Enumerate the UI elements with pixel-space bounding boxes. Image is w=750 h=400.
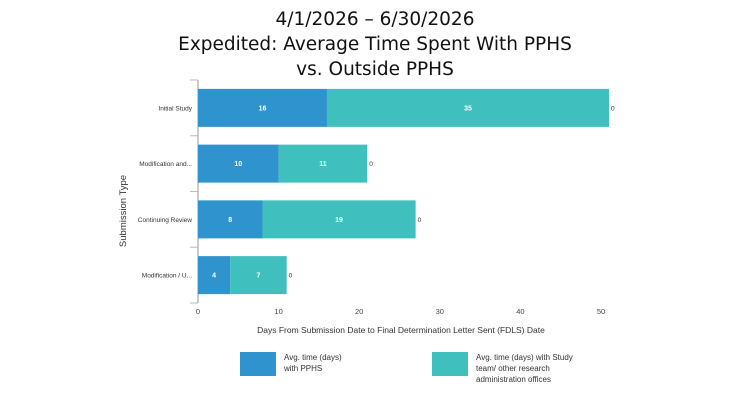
x-tick-label: 50 (597, 307, 605, 316)
legend-label-pphs: Avg. time (days) with PPHS (284, 352, 342, 374)
category-label: Continuing Review (138, 217, 193, 224)
x-tick-label: 40 (516, 307, 524, 316)
bar-segment (198, 144, 279, 183)
x-tick-label: 10 (274, 307, 282, 316)
x-tick-label: 30 (436, 307, 444, 316)
bar-end-label: 0 (611, 105, 615, 112)
bar-end-label: 0 (369, 161, 373, 168)
category-label: Modification and... (139, 161, 192, 168)
legend-label-pphs-line-1: Avg. time (days) (284, 353, 342, 362)
legend-swatch-pphs (240, 352, 276, 376)
x-tick-label: 0 (196, 307, 200, 316)
bar-value-label: 11 (319, 161, 327, 168)
bar-value-label: 19 (335, 217, 343, 224)
bar-value-label: 7 (256, 273, 260, 280)
bar-value-label: 10 (234, 161, 242, 168)
legend-label-pphs-line-2: with PPHS (284, 364, 323, 373)
chart-title-line-3: vs. Outside PPHS (296, 59, 454, 80)
legend-swatch-outside (432, 352, 468, 376)
bar-value-label: 35 (464, 105, 472, 112)
bar-segment (198, 256, 231, 295)
bar-value-label: 16 (259, 105, 267, 112)
legend-item-outside: Avg. time (days) with Study team/ other … (432, 352, 573, 385)
legend-label-outside-line-3: administration offices (476, 375, 551, 384)
category-label: Modification / U... (142, 273, 192, 280)
bar-value-label: 8 (228, 217, 232, 224)
bar-segment (262, 200, 416, 239)
bar-end-label: 0 (289, 273, 293, 280)
legend-label-outside-line-2: team/ other research (476, 364, 550, 373)
bar-end-label: 0 (418, 217, 422, 224)
x-tick-label: 20 (355, 307, 363, 316)
chart-title-line-1: 4/1/2026 – 6/30/2026 (275, 9, 475, 30)
legend-label-outside: Avg. time (days) with Study team/ other … (476, 352, 573, 385)
category-label: Initial Study (158, 105, 192, 112)
y-axis-title: Submission Type (118, 175, 129, 247)
legend-label-outside-line-1: Avg. time (days) with Study (476, 353, 573, 362)
bar-segment (326, 88, 610, 127)
bar-segment (278, 144, 368, 183)
bar-segment (230, 256, 287, 295)
legend-item-pphs: Avg. time (days) with PPHS (240, 352, 342, 376)
x-axis-title: Days From Submission Date to Final Deter… (257, 325, 545, 335)
bar-value-label: 4 (212, 273, 216, 280)
chart-title-line-2: Expedited: Average Time Spent With PPHS (178, 34, 572, 55)
bar-segment (198, 88, 327, 127)
bar-segment (198, 200, 263, 239)
